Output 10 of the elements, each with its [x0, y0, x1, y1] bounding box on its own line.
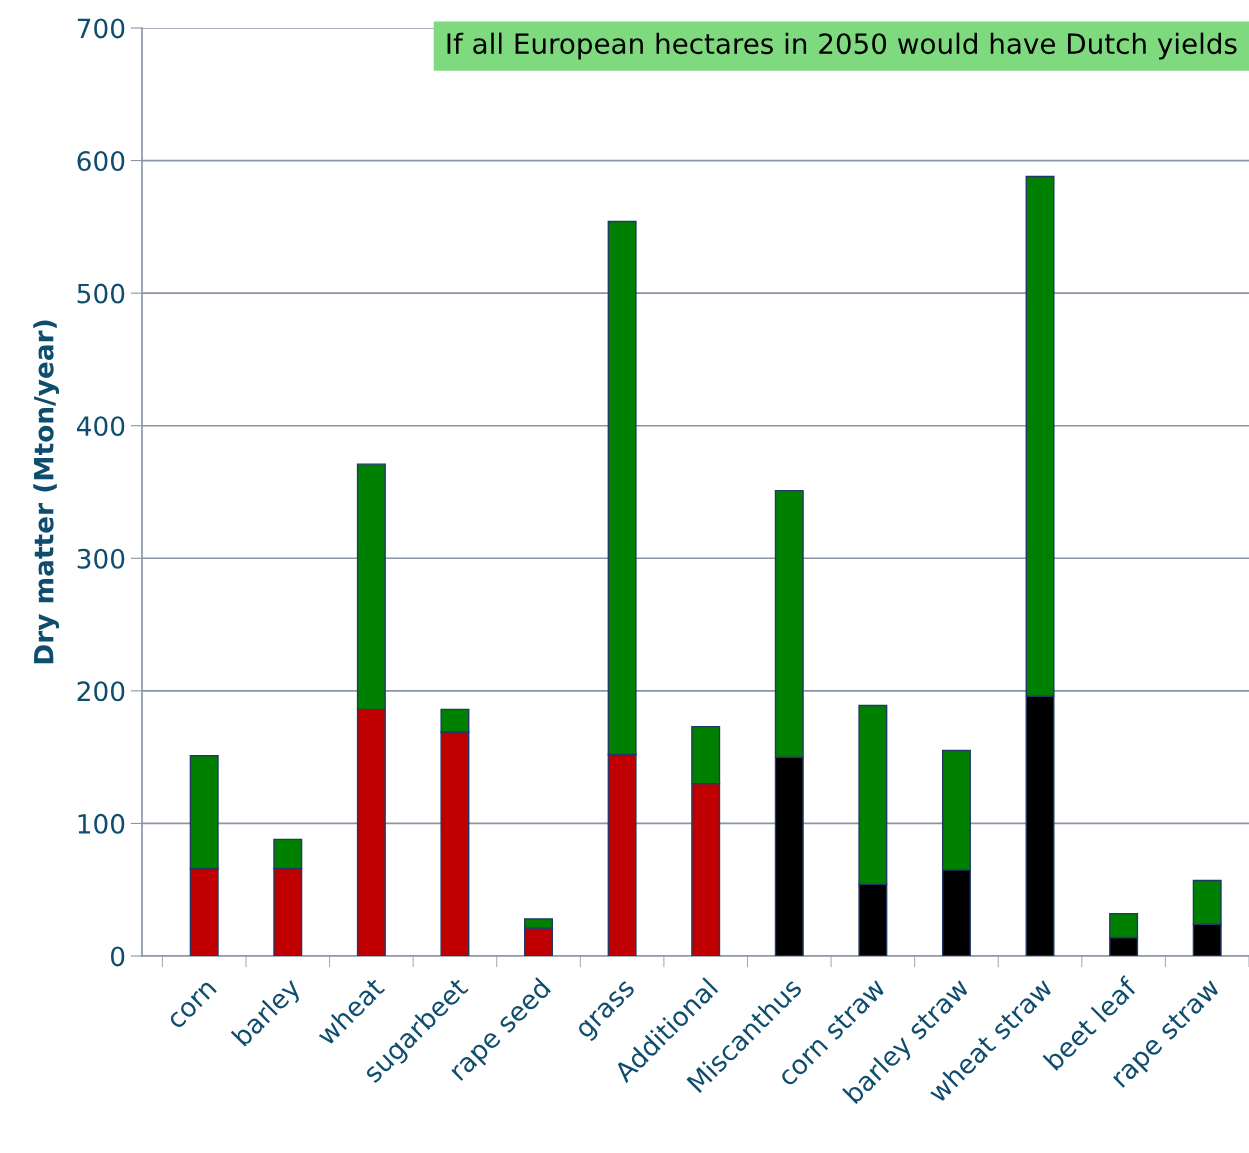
y-tick-label: 500	[77, 283, 125, 304]
y-tick-label: 0	[110, 946, 125, 967]
y-tick-label: 600	[77, 151, 125, 171]
y-tick-label: 400	[76, 416, 125, 437]
y-tick-label: 300	[77, 548, 125, 569]
chart-title: If all European hectares in 2050 would have Dutch yields	[447, 32, 1237, 60]
y-tick-label: 100	[78, 813, 125, 834]
y-tick-label: 700	[77, 18, 125, 39]
y-axis-title: Dry matter (Mton/year)	[33, 320, 59, 664]
y-tick-label: 200	[77, 681, 125, 702]
